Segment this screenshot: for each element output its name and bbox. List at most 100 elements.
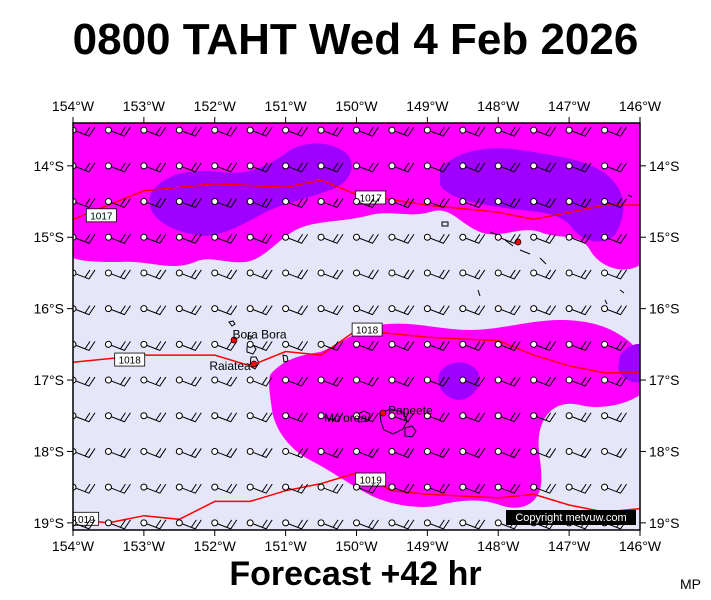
wind-barb [601, 269, 627, 280]
wind-barb [104, 376, 131, 387]
wind-barb [282, 412, 309, 423]
isobar-value: 1018 [119, 356, 142, 367]
lat-label-left: 19°S [33, 515, 64, 531]
wind-barb [530, 412, 557, 423]
wind-barb [423, 269, 450, 280]
wind-barb [423, 340, 450, 351]
wind-barb [211, 483, 238, 494]
wind-barb [104, 340, 131, 351]
lat-label-left: 14°S [33, 158, 64, 174]
wind-barb [104, 126, 131, 137]
wind-barb [175, 447, 202, 459]
wind-barb [175, 412, 202, 423]
wind-barb [175, 126, 202, 137]
wind-barb [565, 162, 592, 173]
isobar-value: 1017 [360, 193, 383, 204]
wind-barb [140, 162, 167, 173]
lon-label-bottom: 150°W [335, 538, 378, 554]
isobar-value: 1019 [360, 476, 383, 487]
wind-barb [317, 340, 344, 351]
wind-core-north-1 [149, 143, 352, 236]
wind-barb [140, 305, 167, 316]
wind-barb [388, 447, 415, 459]
wind-barb [494, 198, 521, 209]
place-labels: Bora Bora Raiatea Mo'orea Papeete [209, 327, 433, 425]
wind-barb [565, 412, 592, 423]
lat-label-right: 19°S [649, 515, 680, 531]
isobar-label: 1018 [114, 352, 146, 367]
wind-barb [282, 269, 309, 280]
lon-label-top: 146°W [619, 98, 662, 114]
wind-barb [459, 269, 486, 280]
lat-label-right: 16°S [649, 301, 680, 317]
wind-barb [140, 269, 167, 280]
lon-label-top: 149°W [406, 98, 449, 114]
isobar-layer: 1017 1017 1018 1018 1019 1019 [73, 179, 640, 526]
wind-barb [246, 126, 273, 137]
place-label: Papeete [388, 404, 433, 418]
copyright-box: Copyright metvuw.com [506, 510, 636, 525]
wind-barb [530, 376, 557, 387]
wind-barb [353, 233, 379, 244]
wind-barb [530, 340, 557, 351]
wind-barb [494, 305, 521, 316]
lon-label-top: 148°W [477, 98, 520, 114]
wind-barb [459, 126, 486, 137]
wind-barb [565, 447, 592, 459]
wind-barb [565, 198, 592, 209]
wind-barb [459, 412, 486, 423]
wind-barb [211, 126, 238, 137]
lon-label-bottom: 148°W [477, 538, 520, 554]
wind-barb [530, 198, 557, 209]
wind-barb [317, 162, 344, 173]
lon-label-top: 152°W [194, 98, 237, 114]
wind-barb [140, 447, 167, 459]
wind-barb [175, 483, 202, 494]
wind-barb [423, 305, 450, 316]
wind-barb [565, 376, 592, 387]
lat-label-left: 15°S [33, 229, 64, 245]
wind-barb [530, 269, 557, 280]
wind-barb [353, 198, 379, 209]
wind-barb [175, 340, 202, 351]
wind-barb [317, 376, 344, 387]
lat-label-left: 18°S [33, 443, 64, 459]
island-raiatea [249, 356, 260, 370]
wind-barb [459, 305, 486, 316]
wind-barb [104, 447, 131, 459]
lat-label-right: 18°S [649, 443, 680, 459]
wind-barb [423, 412, 450, 423]
wind-barb [530, 447, 557, 459]
wind-barb [565, 305, 592, 316]
isobar-value: 1017 [90, 211, 113, 222]
wind-barb [317, 233, 344, 244]
wind-barb [282, 447, 309, 459]
wind-barb [565, 483, 592, 494]
lon-label-bottom: 147°W [548, 538, 591, 554]
wind-barb [353, 340, 379, 351]
coastlines [228, 194, 633, 438]
wind-barb [175, 162, 202, 173]
wind-barb [601, 198, 627, 209]
wind-barb [388, 126, 415, 137]
wind-barb [459, 376, 486, 387]
wind-barb [423, 483, 450, 494]
wind-barb [282, 198, 309, 209]
wind-barb [353, 519, 379, 530]
wind-barb [246, 233, 273, 244]
wind-barb [388, 269, 415, 280]
wind-barb [104, 198, 131, 209]
wind-barb [104, 305, 131, 316]
wind-barb [104, 233, 131, 244]
lon-label-bottom: 146°W [619, 538, 662, 554]
wind-barb [140, 483, 167, 494]
wind-barb [494, 340, 521, 351]
wind-barb [353, 269, 379, 280]
map-title: 0800 TAHT Wed 4 Feb 2026 [72, 15, 639, 64]
wind-barb [104, 412, 131, 423]
wind-barb [601, 126, 627, 137]
wind-barb [175, 305, 202, 316]
wind-barb [140, 412, 167, 423]
wind-barb [494, 126, 521, 137]
